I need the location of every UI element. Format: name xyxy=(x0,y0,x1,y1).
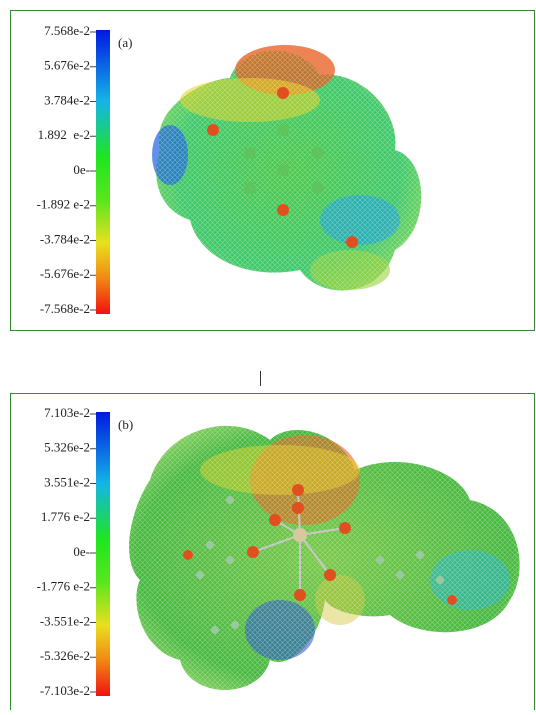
scale-label: -1.892 e-2 xyxy=(37,197,90,212)
scale-label: 5.326e-2 xyxy=(44,440,90,455)
scale-label: -7.568e-2 xyxy=(40,301,90,316)
color-scale xyxy=(96,412,110,696)
molecule-surface xyxy=(152,45,421,290)
scale-label: 7.103e-2 xyxy=(44,405,90,420)
scale-label: 0e- xyxy=(73,162,90,177)
scale-label: -1.776 e-2 xyxy=(37,579,90,594)
molecule-surface xyxy=(129,426,520,690)
scale-label: 0e- xyxy=(73,544,90,559)
scale-label: 3.551e-2 xyxy=(44,474,90,489)
scale-label: -3.551e-2 xyxy=(40,613,90,628)
scale-label: -5.676e-2 xyxy=(40,266,90,281)
scale-label: -7.103e-2 xyxy=(40,683,90,698)
scale-label: 3.784e-2 xyxy=(44,92,90,107)
scale-label: 1.892 e-2 xyxy=(38,127,90,142)
scale-label: 1.776 e-2 xyxy=(41,509,90,524)
scale-label: 5.676e-2 xyxy=(44,58,90,73)
scale-label: -3.784e-2 xyxy=(40,231,90,246)
scale-label: 7.568e-2 xyxy=(44,23,90,38)
color-scale xyxy=(96,30,110,314)
panel-label: (a) xyxy=(118,35,132,50)
scale-label: -5.326e-2 xyxy=(40,648,90,663)
panel-label: (b) xyxy=(118,417,133,432)
figure: (a) 7.568e-2 5.676e-2 3.784e-2 1.892 e-2 0e- -… xyxy=(0,0,536,710)
